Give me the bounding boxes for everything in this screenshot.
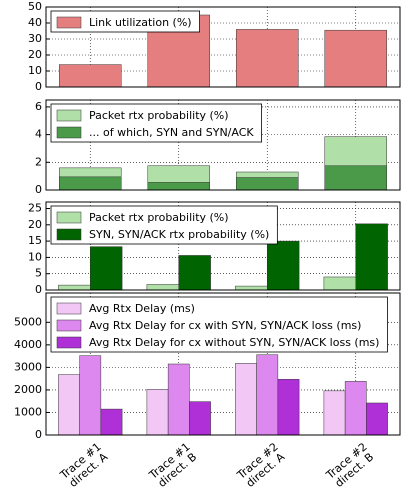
bar [100, 408, 123, 436]
legend-label: Link utilization (%) [89, 16, 192, 29]
y-tick-label: 6 [35, 100, 42, 113]
bar [146, 284, 179, 291]
bar [235, 363, 257, 436]
legend-label: ... of which, SYN and SYN/ACK [89, 126, 254, 139]
plot-frame [45, 201, 401, 291]
legend-label: Avg Rtx Delay (ms) [89, 302, 195, 315]
legend-label: SYN, SYN/ACK rtx probability (%) [89, 228, 269, 241]
bar [147, 182, 210, 191]
y-tick-label: 10 [28, 64, 42, 77]
bar [267, 240, 300, 291]
plot-frame [45, 6, 401, 88]
y-tick-label: 2 [35, 155, 42, 168]
bar [59, 176, 122, 191]
y-tick-label: 0 [35, 428, 42, 441]
bar [178, 255, 211, 291]
legend-swatch [56, 319, 82, 332]
y-tick-label: 25 [28, 202, 42, 215]
bar [323, 276, 357, 291]
plot-frame [45, 292, 401, 436]
legend-frame [50, 296, 388, 353]
y-tick-label: 15 [28, 234, 42, 247]
bar [90, 246, 123, 291]
y-tick-label: 4 [35, 128, 42, 141]
y-tick-label: 20 [28, 48, 42, 61]
legend-swatch [56, 16, 82, 29]
legend-swatch [56, 336, 82, 349]
legend-label: Packet rtx probability (%) [89, 211, 229, 224]
y-tick-label: 50 [28, 0, 42, 13]
bar [256, 354, 279, 436]
plot-frame [45, 99, 401, 191]
legend-swatch [56, 126, 82, 139]
legend-frame [50, 205, 278, 245]
y-tick-label: 30 [28, 32, 42, 45]
y-tick-label: 5000 [14, 315, 42, 328]
y-tick-label: 0 [35, 80, 42, 93]
legend-label: Packet rtx probability (%) [89, 109, 229, 122]
legend-swatch [56, 228, 82, 241]
bar [236, 29, 299, 88]
y-tick-label: 40 [28, 16, 42, 29]
legend-swatch [56, 302, 82, 315]
bar [323, 390, 346, 436]
bar [324, 29, 387, 88]
y-tick-label: 1000 [14, 405, 42, 418]
y-tick-label: 0 [35, 283, 42, 296]
legend-swatch [56, 109, 82, 122]
bar [59, 64, 122, 88]
y-tick-label: 0 [35, 183, 42, 196]
bar [146, 388, 169, 436]
bar [189, 401, 211, 436]
bar [324, 165, 387, 191]
bar [366, 402, 388, 436]
y-tick-label: 3000 [14, 360, 42, 373]
legend-label: Avg Rtx Delay for cx without SYN, SYN/AC… [89, 336, 379, 349]
y-tick-label: 10 [28, 250, 42, 263]
bar [235, 285, 268, 291]
bar [277, 379, 300, 436]
legend-swatch [56, 211, 82, 224]
bar [236, 177, 299, 191]
bar [58, 284, 91, 291]
bar [344, 381, 367, 436]
y-tick-label: 5 [35, 267, 42, 280]
legend-frame [50, 103, 263, 143]
bar [79, 355, 102, 436]
y-tick-label: 20 [28, 218, 42, 231]
legend-label: Avg Rtx Delay for cx with SYN, SYN/ACK l… [89, 319, 361, 332]
y-tick-label: 4000 [14, 338, 42, 351]
bar [167, 363, 190, 436]
y-tick-label: 2000 [14, 383, 42, 396]
legend-frame [50, 10, 200, 33]
bar [58, 374, 80, 436]
bar [355, 223, 388, 291]
